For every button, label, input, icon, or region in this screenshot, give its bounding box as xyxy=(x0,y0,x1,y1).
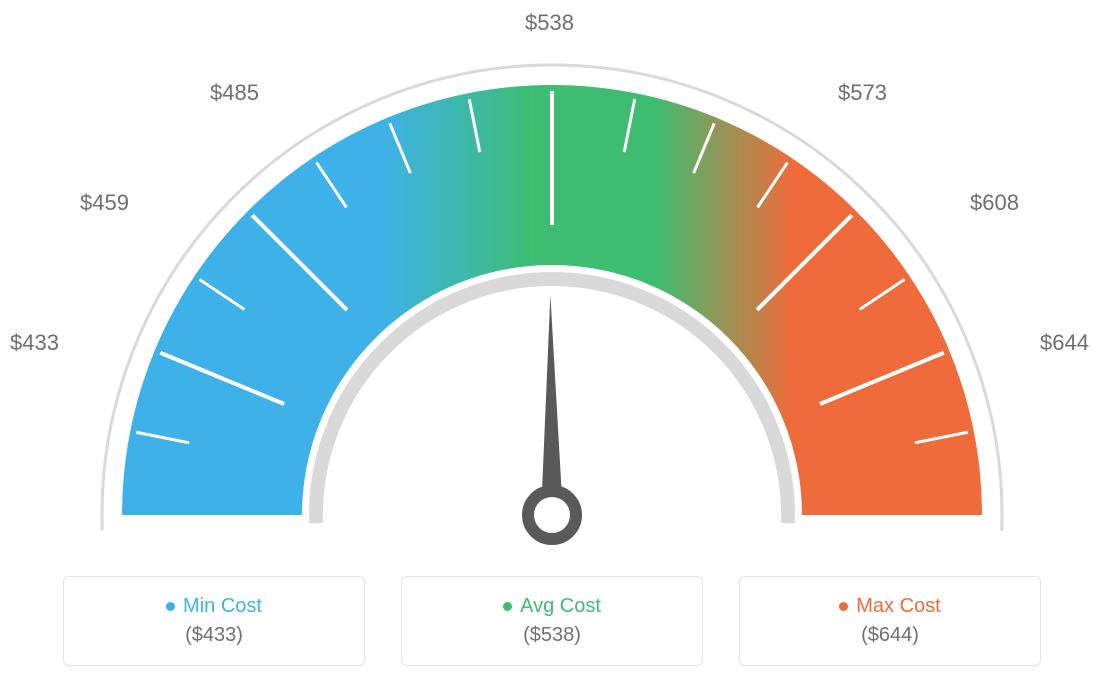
legend-title-avg: Avg Cost xyxy=(503,595,601,618)
legend-card-max: Max Cost ($644) xyxy=(739,576,1041,666)
gauge-area: $433 $459 $485 $538 $573 $608 $644 xyxy=(0,0,1104,560)
tick-label-538: $538 xyxy=(525,10,574,36)
tick-label-433: $433 xyxy=(10,330,59,356)
legend-dot-max xyxy=(839,602,848,611)
legend-card-min: Min Cost ($433) xyxy=(63,576,365,666)
legend-card-avg: Avg Cost ($538) xyxy=(401,576,703,666)
legend-value-avg: ($538) xyxy=(523,624,581,647)
legend-value-max: ($644) xyxy=(861,624,919,647)
legend-title-text-avg: Avg Cost xyxy=(520,595,601,618)
legend-title-text-min: Min Cost xyxy=(183,595,262,618)
legend-value-min: ($433) xyxy=(185,624,243,647)
tick-label-459: $459 xyxy=(80,190,129,216)
tick-label-573: $573 xyxy=(838,80,887,106)
legend-dot-avg xyxy=(503,602,512,611)
cost-gauge-chart: $433 $459 $485 $538 $573 $608 $644 Min C… xyxy=(0,0,1104,690)
tick-label-644: $644 xyxy=(1040,330,1089,356)
legend-title-max: Max Cost xyxy=(839,595,940,618)
legend-title-text-max: Max Cost xyxy=(856,595,940,618)
legend-row: Min Cost ($433) Avg Cost ($538) Max Cost… xyxy=(0,576,1104,666)
legend-title-min: Min Cost xyxy=(166,595,262,618)
tick-label-485: $485 xyxy=(210,80,259,106)
gauge-svg xyxy=(0,0,1104,560)
legend-dot-min xyxy=(166,602,175,611)
tick-label-608: $608 xyxy=(970,190,1019,216)
